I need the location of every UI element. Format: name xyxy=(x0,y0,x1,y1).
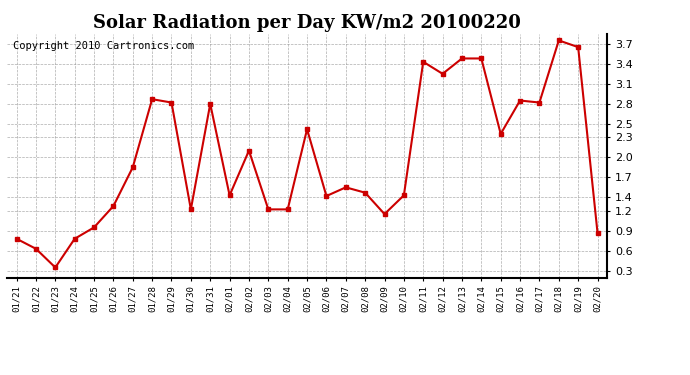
Text: Copyright 2010 Cartronics.com: Copyright 2010 Cartronics.com xyxy=(13,41,194,51)
Title: Solar Radiation per Day KW/m2 20100220: Solar Radiation per Day KW/m2 20100220 xyxy=(93,14,521,32)
